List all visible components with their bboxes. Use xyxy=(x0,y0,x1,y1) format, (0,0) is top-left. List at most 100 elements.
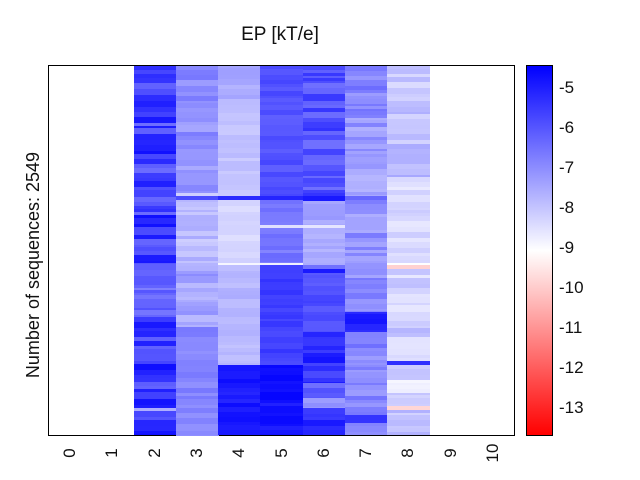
heatmap-cell xyxy=(260,165,304,170)
heatmap-cell xyxy=(302,78,346,82)
heatmap-cell xyxy=(344,199,388,205)
heatmap-cell xyxy=(344,137,388,141)
heatmap-cell xyxy=(344,163,388,170)
colorbar-tick-label: -7 xyxy=(559,157,575,177)
heatmap-cell xyxy=(344,369,388,373)
heatmap-cell xyxy=(175,365,219,373)
heatmap-cell xyxy=(260,233,304,239)
colorbar xyxy=(526,65,553,436)
heatmap-cell xyxy=(344,105,388,110)
heatmap-cell xyxy=(302,72,346,77)
heatmap-cell xyxy=(344,310,388,313)
heatmap-cell xyxy=(344,249,388,254)
heatmap-cell xyxy=(133,214,177,219)
heatmap-cell xyxy=(175,266,219,271)
heatmap-cell xyxy=(175,102,219,109)
heatmap-cell xyxy=(344,195,388,200)
heatmap-cell xyxy=(260,193,304,197)
heatmap-cell xyxy=(218,139,261,144)
heatmap-cell xyxy=(302,416,346,421)
heatmap-cell xyxy=(175,291,219,298)
heatmap-cell xyxy=(175,311,219,316)
heatmap-cell xyxy=(302,330,346,333)
heatmap-cell xyxy=(344,432,388,436)
heatmap-cell xyxy=(175,354,219,361)
heatmap-cell xyxy=(175,347,219,352)
heatmap-cell xyxy=(175,242,219,247)
heatmap-cell xyxy=(387,321,431,327)
heatmap-cell xyxy=(175,221,219,227)
heatmap-cell xyxy=(175,178,219,186)
heatmap-cell xyxy=(302,275,346,279)
heatmap-cell xyxy=(260,426,304,431)
heatmap-cell xyxy=(218,364,261,372)
heatmap-cell xyxy=(133,218,177,225)
heatmap-cell xyxy=(302,388,346,394)
heatmap-cell xyxy=(387,119,431,125)
heatmap-cell xyxy=(260,396,304,400)
heatmap-cell xyxy=(218,135,261,140)
heatmap-cell xyxy=(344,85,388,91)
heatmap-cell xyxy=(260,272,304,280)
heatmap-cell xyxy=(302,268,346,274)
heatmap-cell xyxy=(260,298,304,303)
x-tick-label: 3 xyxy=(186,448,206,458)
heatmap-cell xyxy=(175,321,219,326)
heatmap-cell xyxy=(387,93,431,98)
heatmap-cell xyxy=(175,336,219,343)
heatmap-cell xyxy=(133,340,177,347)
heatmap-cell xyxy=(260,349,304,354)
heatmap-cell xyxy=(344,312,388,315)
heatmap-cell xyxy=(133,181,177,188)
heatmap-cell xyxy=(344,214,388,218)
heatmap-cell xyxy=(175,139,219,146)
heatmap-cell xyxy=(344,261,388,264)
heatmap-cell xyxy=(133,307,177,311)
heatmap-cell xyxy=(175,417,219,425)
heatmap-cell xyxy=(218,225,261,233)
heatmap-cell xyxy=(302,146,346,150)
heatmap-cell xyxy=(218,195,261,200)
heatmap-cell xyxy=(218,167,261,172)
heatmap-column-8 xyxy=(387,66,431,436)
heatmap-cell xyxy=(302,272,346,276)
heatmap-cell xyxy=(344,338,388,345)
heatmap-cell xyxy=(387,375,431,381)
heatmap-cell xyxy=(387,348,431,355)
heatmap-cell xyxy=(218,363,261,366)
heatmap-cell xyxy=(344,247,388,251)
heatmap-cell xyxy=(133,254,177,261)
heatmap-cell xyxy=(175,302,219,307)
heatmap-cell xyxy=(302,190,346,194)
heatmap-cell xyxy=(133,140,177,146)
heatmap-cell xyxy=(175,270,219,275)
heatmap-cell xyxy=(260,241,304,247)
heatmap-cell xyxy=(387,186,431,191)
heatmap-cell xyxy=(387,297,431,304)
heatmap-cell xyxy=(133,172,177,179)
heatmap-cell xyxy=(302,186,346,191)
heatmap-cell xyxy=(260,433,304,436)
heatmap-cell xyxy=(344,93,388,97)
heatmap-cell xyxy=(344,382,388,386)
heatmap-cell xyxy=(387,333,431,338)
heatmap-cell xyxy=(133,287,177,291)
heatmap-cell xyxy=(302,366,346,372)
colorbar-tick-label: -6 xyxy=(559,117,575,137)
heatmap-cell xyxy=(344,364,388,368)
heatmap-cell xyxy=(302,349,346,354)
heatmap-cell xyxy=(218,399,261,404)
heatmap-cell xyxy=(344,161,388,165)
heatmap-cell xyxy=(260,327,304,332)
heatmap-cell xyxy=(260,278,304,283)
heatmap-cell xyxy=(344,168,388,176)
heatmap-cell xyxy=(175,209,219,213)
heatmap-cell xyxy=(344,238,388,243)
heatmap-cell xyxy=(344,188,388,193)
heatmap-cell xyxy=(302,164,346,172)
heatmap-cell xyxy=(387,124,431,130)
heatmap-cell xyxy=(302,314,346,322)
heatmap-cell xyxy=(133,363,177,371)
heatmap-cell xyxy=(260,282,304,286)
heatmap-cell xyxy=(133,66,177,71)
